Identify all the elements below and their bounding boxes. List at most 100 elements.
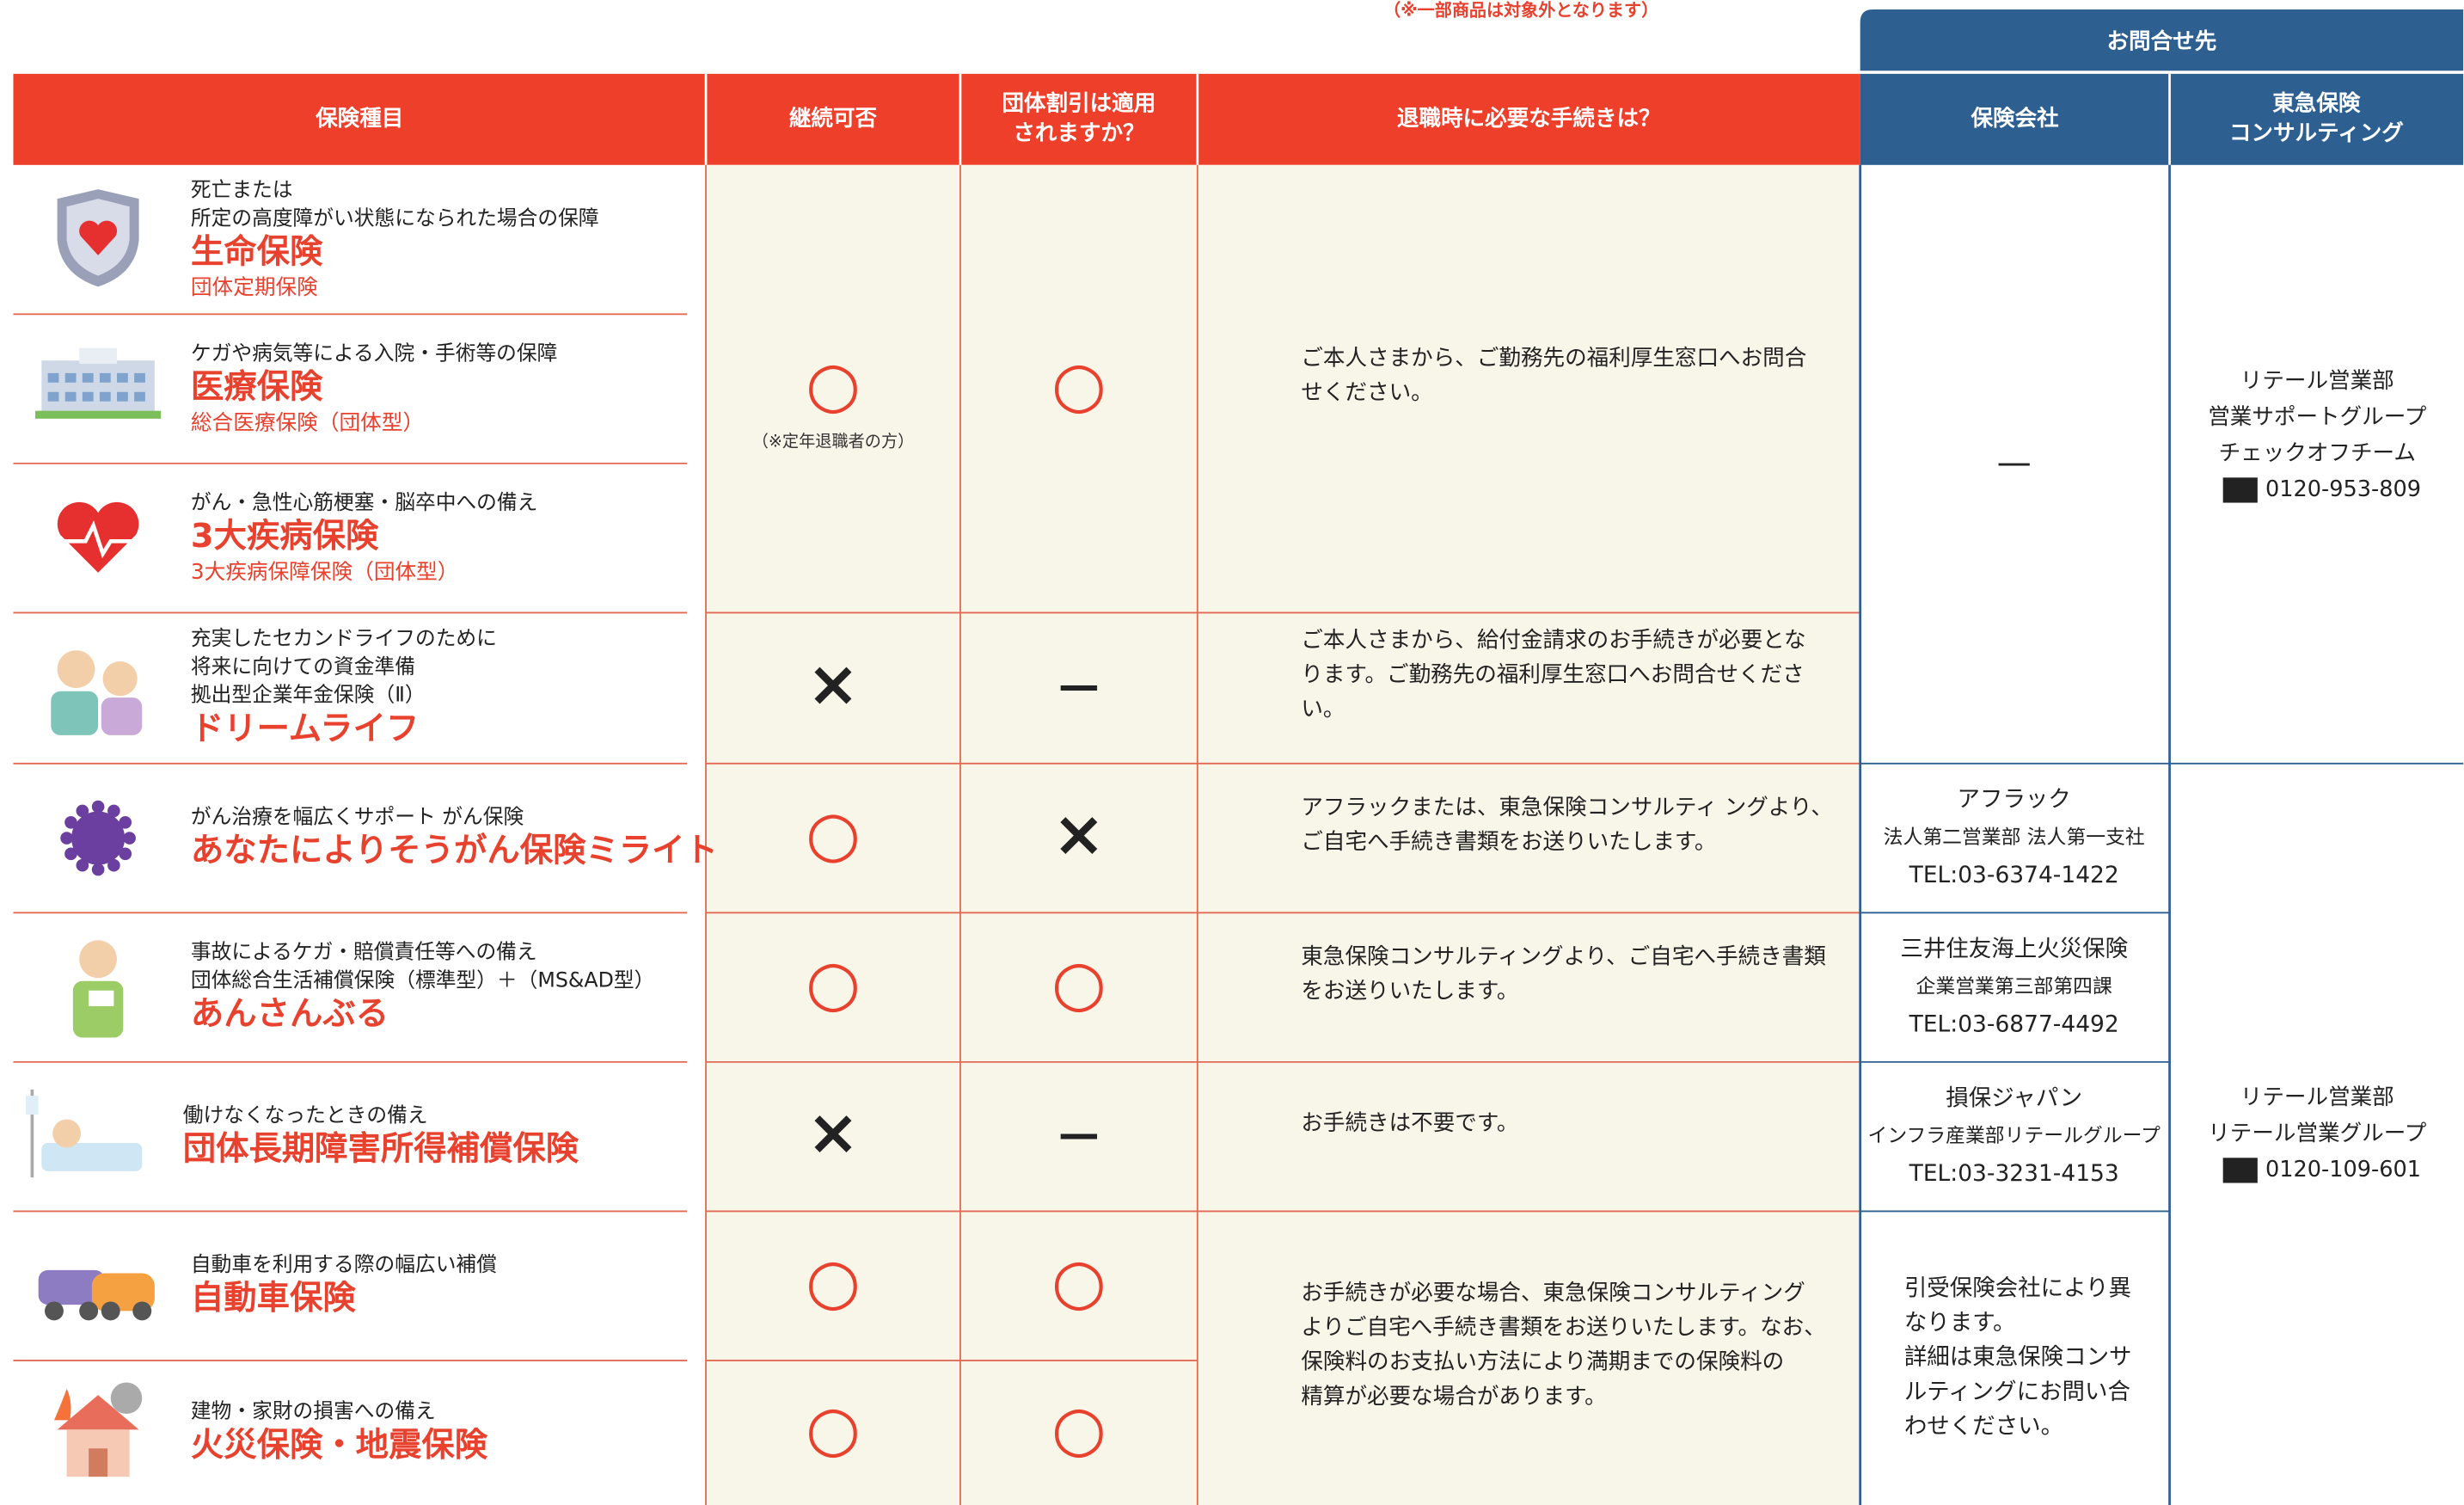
icon-part: [60, 832, 73, 845]
procedure-text: ご本人さまから、給付金請求のお手続きが必要とな: [1301, 627, 1805, 653]
mark: ○: [806, 1245, 861, 1318]
mark: —: [1058, 662, 1099, 710]
contact-text: チェックオフチーム: [2219, 440, 2416, 466]
icon-part: [76, 858, 89, 872]
mark: —: [1058, 1111, 1099, 1158]
company-text: —: [1997, 443, 2032, 482]
header-cell: [1197, 73, 1860, 165]
icon-part: [64, 815, 77, 829]
header-text: されますか？: [1013, 120, 1144, 146]
icon-part: [117, 372, 128, 383]
procedure-text: 精算が必要な場合があります。: [1301, 1384, 1606, 1410]
contact-text: リテール営業部: [2240, 368, 2394, 394]
icon-part: [79, 940, 118, 979]
icon-part: [57, 1395, 139, 1430]
contact-text: 営業サポートグループ: [2208, 404, 2427, 430]
header-text: コンサルティング: [2229, 120, 2404, 146]
product-name: 団体長期障害所得補償保険: [183, 1130, 579, 1169]
mark: ○: [806, 947, 861, 1020]
icon-part: [26, 1096, 39, 1115]
mark: ○: [1051, 1392, 1106, 1465]
contact-header: お問合せ先: [2107, 28, 2217, 54]
icon-part: [38, 1269, 105, 1305]
icon-part: [119, 847, 132, 861]
icon-part: [91, 863, 105, 876]
icon-part: [82, 372, 94, 383]
icon-part: [41, 1142, 143, 1171]
icon-part: [101, 1301, 120, 1321]
procedure-text: お手続きは不要です。: [1301, 1110, 1518, 1136]
product-text: 建物・家財の損害への備え: [191, 1399, 436, 1423]
phone: 0120-953-809: [2265, 476, 2421, 502]
icon-part: [123, 832, 136, 845]
product-text: 拠出型企業年金保険（Ⅱ）: [191, 683, 426, 707]
mark: ○: [806, 798, 861, 871]
procedure-text: ご自宅へ手続き書類をお送りいたします。: [1301, 829, 1716, 855]
contact-text: リテール営業グループ: [2208, 1121, 2427, 1146]
icon-part: [117, 391, 128, 402]
company-text: ルティングにお問い合: [1904, 1379, 2130, 1405]
product-name: 生命保険: [191, 233, 323, 272]
procedure-text: 保険料のお支払い方法により満期までの保険料の: [1301, 1349, 1784, 1375]
icon-part: [134, 391, 145, 402]
icon-part: [91, 800, 105, 814]
header-text: 継続可否: [789, 106, 878, 132]
icon-part: [47, 372, 59, 383]
product-text: 将来に向けての資金準備: [191, 654, 415, 679]
icon-part: [99, 372, 111, 383]
header-cell: [2169, 73, 2464, 165]
procedure-text: せください。: [1301, 380, 1432, 406]
phone: 0120-109-601: [2265, 1157, 2421, 1182]
company-text: 詳細は東急保険コンサ: [1904, 1344, 2132, 1371]
mark-note: （※定年退職者の方）: [752, 432, 915, 452]
product-name: 医療保険: [191, 368, 323, 407]
icon-part: [110, 1382, 143, 1415]
product-text: 死亡または: [191, 177, 293, 201]
icon-part: [79, 347, 118, 364]
product-text: 充実したセカンドライフのために: [191, 626, 497, 650]
procedure-text: お手続きが必要な場合、東急保険コンサルティング: [1301, 1280, 1805, 1305]
note: （※一部商品は対象外となります）: [1383, 0, 1658, 20]
header-text: 東急保険: [2272, 90, 2361, 116]
mark: ○: [806, 348, 861, 421]
icon-part: [134, 372, 145, 383]
procedure-text: よりご自宅へ手続き書類をお送りいたします。なお、: [1301, 1314, 1825, 1340]
header-cell: [706, 73, 960, 165]
product-text: 事故によるケガ・賠償責任等への備え: [191, 939, 537, 963]
header-text: 団体割引は適用: [1002, 90, 1155, 116]
icon-part: [107, 858, 120, 872]
icon-part: [64, 847, 77, 861]
icon-part: [79, 220, 118, 255]
company-text: わせください。: [1904, 1413, 2063, 1440]
mark: ○: [1051, 1245, 1106, 1318]
product-name: ドリームライフ: [191, 710, 419, 748]
mark: ○: [1051, 947, 1106, 1020]
header-text: 保険会社: [1970, 106, 2058, 132]
icon-part: [44, 1301, 64, 1321]
company-text: 企業営業第三部第四課: [1916, 976, 2112, 998]
icon-part: [64, 391, 77, 402]
procedure-text: ご本人さまから、ご勤務先の福利厚生窓口へお問合: [1301, 345, 1806, 371]
procedure-text: アフラックまたは、東急保険コンサルティ ングより、: [1301, 795, 1833, 820]
icon-part: [41, 360, 155, 415]
product-name: 自動車保険: [191, 1279, 356, 1318]
company-text: 損保ジャパン: [1946, 1084, 2082, 1111]
icon-part: [64, 372, 77, 383]
product-name: あなたによりそうがん保険ミライト: [191, 831, 718, 869]
company-text: TEL:03-6374-1422: [1909, 862, 2119, 888]
product-name: 3大疾病保障保険（団体型）: [191, 559, 459, 584]
company-text: なります。: [1904, 1310, 2016, 1336]
mark: ×: [806, 648, 859, 721]
mark: ○: [806, 1392, 861, 1465]
mark: ×: [1052, 798, 1105, 871]
icon-part: [51, 691, 99, 735]
company-text: 引受保険会社により異: [1904, 1275, 2131, 1301]
icon-part: [76, 804, 89, 818]
product-name: 総合医療保険（団体型）: [191, 409, 424, 434]
freecall-icon: [2222, 477, 2258, 503]
procedure-text: をお送りいたします。: [1301, 979, 1518, 1004]
icon-part: [35, 410, 162, 419]
icon-part: [132, 1301, 152, 1321]
